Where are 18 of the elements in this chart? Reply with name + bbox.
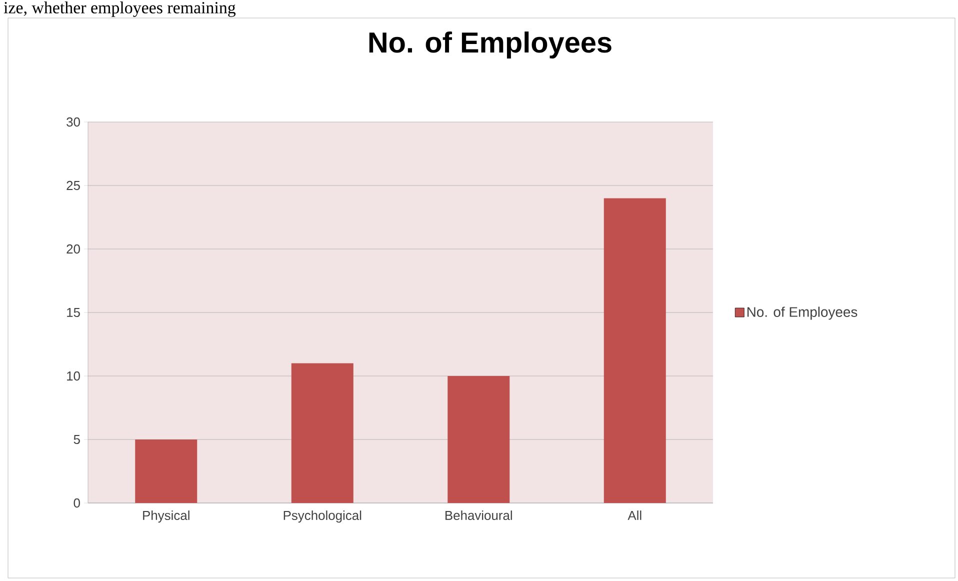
- y-tick-label: 20: [66, 244, 80, 254]
- chart-title: No. of Employees: [369, 32, 612, 58]
- bar: [135, 440, 198, 503]
- y-tick-label: 10: [67, 371, 80, 381]
- x-tick-label: All: [628, 510, 642, 520]
- legend-label: No. of Employees: [747, 306, 858, 320]
- y-tick-label: 15: [67, 308, 80, 318]
- x-tick-label: Behavioural: [445, 510, 512, 520]
- text: ize, whether employees remaining: [4, 2, 236, 17]
- x-tick-label: Psychological: [284, 510, 362, 523]
- x-tick-label: Physical: [143, 510, 190, 523]
- bar: [291, 363, 354, 503]
- y-tick-label: 25: [66, 180, 80, 190]
- y-tick-label: 0: [74, 498, 80, 508]
- bar: [448, 376, 510, 503]
- bar: [604, 198, 666, 503]
- y-tick-label: 30: [66, 117, 80, 127]
- y-tick-label: 5: [74, 434, 80, 444]
